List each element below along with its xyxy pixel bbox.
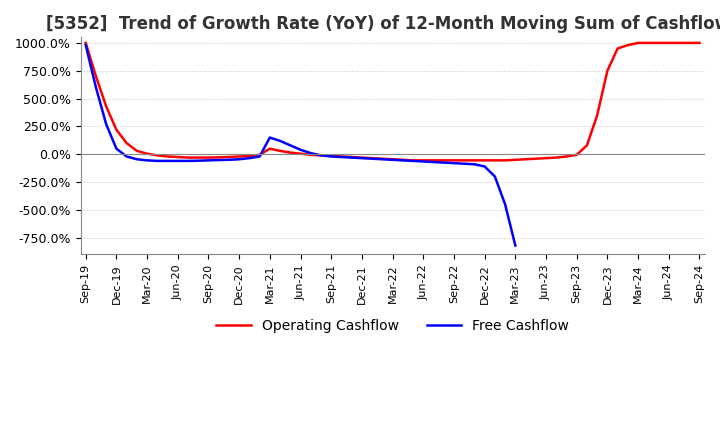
Title: [5352]  Trend of Growth Rate (YoY) of 12-Month Moving Sum of Cashflows: [5352] Trend of Growth Rate (YoY) of 12-… — [45, 15, 720, 33]
Free Cashflow — [122, 154, 131, 159]
Free Cashflow — [91, 85, 100, 90]
Operating Cashflow — [296, 151, 305, 156]
Free Cashflow — [347, 155, 356, 160]
Free Cashflow — [245, 155, 253, 161]
Free Cashflow — [286, 143, 294, 148]
Free Cashflow — [337, 154, 346, 160]
Free Cashflow — [102, 121, 110, 127]
Operating Cashflow — [409, 158, 418, 163]
Free Cashflow — [81, 43, 90, 48]
Free Cashflow — [235, 157, 243, 162]
Operating Cashflow — [81, 40, 90, 46]
Free Cashflow — [470, 161, 479, 167]
Free Cashflow — [501, 202, 510, 207]
Free Cashflow — [429, 159, 438, 165]
Free Cashflow — [327, 154, 336, 159]
Free Cashflow — [163, 158, 172, 164]
Free Cashflow — [378, 157, 387, 162]
Free Cashflow — [174, 158, 182, 164]
Free Cashflow — [132, 157, 141, 162]
Free Cashflow — [317, 153, 325, 158]
Free Cashflow — [398, 158, 407, 163]
Free Cashflow — [368, 156, 377, 161]
Operating Cashflow — [204, 155, 213, 160]
Free Cashflow — [215, 158, 223, 163]
Free Cashflow — [307, 150, 315, 156]
Free Cashflow — [511, 243, 520, 248]
Free Cashflow — [388, 157, 397, 162]
Free Cashflow — [419, 159, 428, 164]
Free Cashflow — [153, 158, 161, 164]
Free Cashflow — [450, 161, 459, 166]
Free Cashflow — [296, 147, 305, 152]
Free Cashflow — [409, 158, 418, 164]
Free Cashflow — [276, 138, 284, 143]
Line: Operating Cashflow: Operating Cashflow — [86, 43, 699, 160]
Free Cashflow — [225, 157, 233, 162]
Free Cashflow — [184, 158, 192, 164]
Legend: Operating Cashflow, Free Cashflow: Operating Cashflow, Free Cashflow — [210, 314, 575, 339]
Free Cashflow — [256, 154, 264, 159]
Free Cashflow — [143, 158, 151, 163]
Operating Cashflow — [225, 154, 233, 160]
Free Cashflow — [112, 146, 121, 151]
Operating Cashflow — [695, 40, 703, 46]
Operating Cashflow — [624, 43, 632, 48]
Line: Free Cashflow: Free Cashflow — [86, 45, 516, 246]
Free Cashflow — [480, 164, 489, 169]
Free Cashflow — [358, 155, 366, 161]
Operating Cashflow — [419, 158, 428, 163]
Free Cashflow — [266, 135, 274, 140]
Free Cashflow — [204, 158, 213, 163]
Free Cashflow — [439, 160, 448, 165]
Free Cashflow — [490, 174, 499, 179]
Free Cashflow — [194, 158, 202, 163]
Free Cashflow — [460, 161, 469, 166]
Operating Cashflow — [460, 158, 469, 163]
